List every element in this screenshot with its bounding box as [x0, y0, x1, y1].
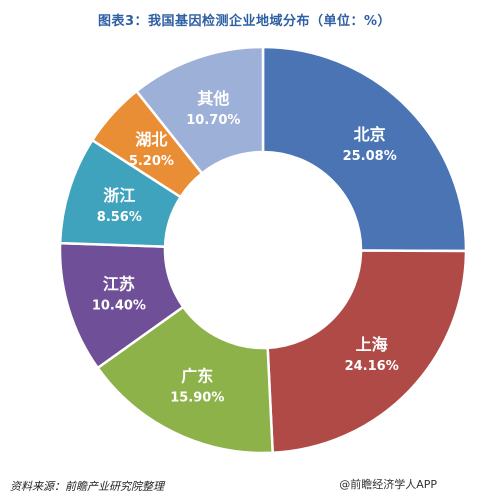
slice-name-label: 其他: [197, 89, 229, 108]
slice-name-label: 浙江: [103, 186, 135, 205]
donut-chart: 北京 25.08% 上海 24.16% 广东 15.90% 江苏 10.40% 浙江 8.56% 湖…: [58, 45, 468, 455]
slice-name-label: 广东: [181, 366, 213, 385]
slice-value-label: 5.20%: [129, 154, 174, 169]
slice-name-label: 上海: [356, 335, 388, 354]
slice-value-label: 10.40%: [92, 298, 146, 313]
chart-labels: 北京 25.08% 上海 24.16% 广东 15.90% 江苏 10.40% 浙江 8.56% 湖…: [92, 89, 399, 405]
slice-value-label: 15.90%: [170, 390, 224, 405]
chart-title: 图表3：我国基因检测企业地域分布（单位：%）: [97, 14, 392, 29]
brand-watermark: @前瞻经济学人APP: [339, 478, 437, 491]
slice-name-label: 湖北: [135, 130, 167, 149]
source-note: 资料来源：前瞻产业研究院整理: [10, 480, 164, 493]
slice-1: [266, 249, 468, 455]
slice-value-label: 24.16%: [345, 359, 399, 374]
slice-2: [95, 305, 274, 455]
slice-value-label: 10.70%: [186, 113, 240, 128]
slice-name-label: 北京: [354, 125, 386, 144]
slice-value-label: 8.56%: [97, 210, 142, 225]
slice-value-label: 25.08%: [343, 149, 397, 164]
slice-name-label: 江苏: [103, 274, 135, 293]
chart-slices: [58, 45, 468, 455]
slice-0: [261, 45, 468, 253]
slice-6: [134, 45, 265, 176]
